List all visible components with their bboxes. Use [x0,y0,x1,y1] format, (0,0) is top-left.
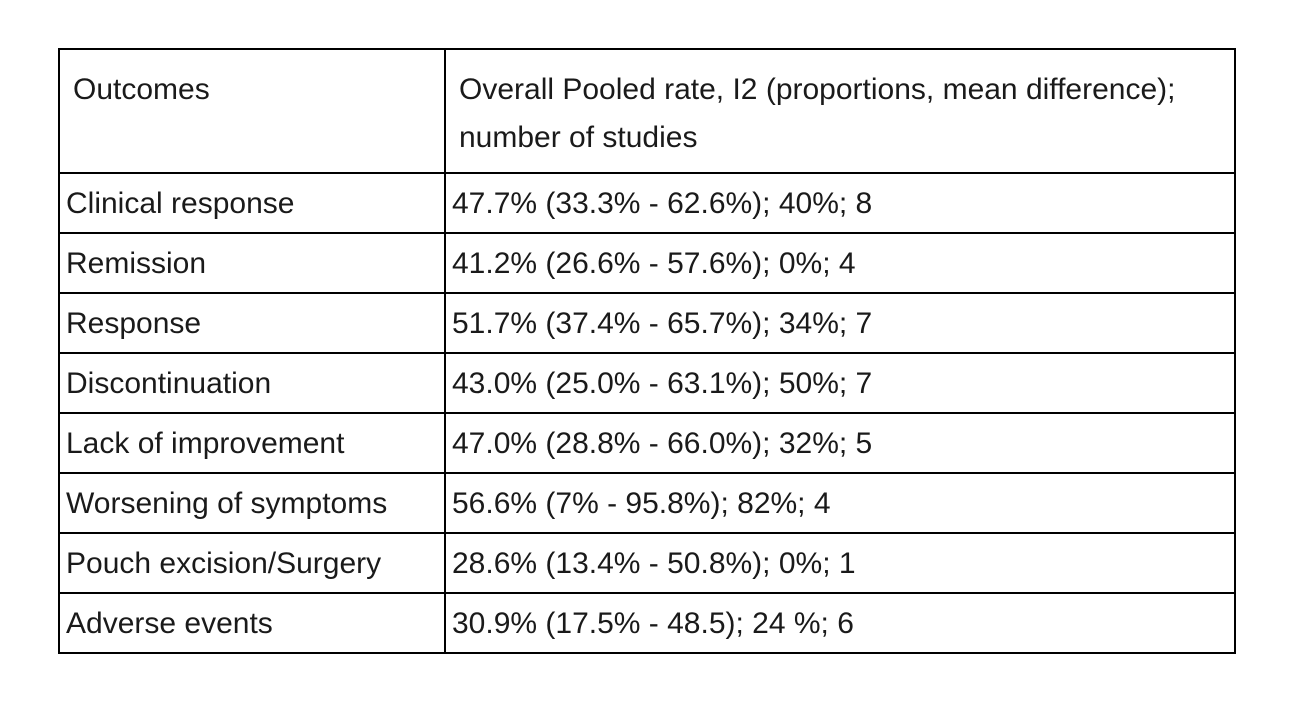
rate-cell: 43.0% (25.0% - 63.1%); 50%; 7 [444,352,1236,414]
table-row: Adverse events 30.9% (17.5% - 48.5); 24 … [58,592,1236,654]
outcome-cell: Adverse events [58,592,446,654]
table-row: Pouch excision/Surgery 28.6% (13.4% - 50… [58,532,1236,594]
rate-cell: 56.6% (7% - 95.8%); 82%; 4 [444,472,1236,534]
rate-cell: 28.6% (13.4% - 50.8%); 0%; 1 [444,532,1236,594]
table-row: Clinical response 47.7% (33.3% - 62.6%);… [58,172,1236,234]
outcome-cell: Response [58,292,446,354]
rate-cell: 47.7% (33.3% - 62.6%); 40%; 8 [444,172,1236,234]
outcome-cell: Pouch excision/Surgery [58,532,446,594]
rate-cell: 41.2% (26.6% - 57.6%); 0%; 4 [444,232,1236,294]
outcome-cell: Lack of improvement [58,412,446,474]
outcome-cell: Worsening of symptoms [58,472,446,534]
rate-cell: 30.9% (17.5% - 48.5); 24 %; 6 [444,592,1236,654]
table-row: Worsening of symptoms 56.6% (7% - 95.8%)… [58,472,1236,534]
table-row: Lack of improvement 47.0% (28.8% - 66.0%… [58,412,1236,474]
outcomes-table: Outcomes Overall Pooled rate, I2 (propor… [58,48,1236,654]
header-row: Outcomes Overall Pooled rate, I2 (propor… [58,48,1236,174]
table-row: Response 51.7% (37.4% - 65.7%); 34%; 7 [58,292,1236,354]
rate-cell: 51.7% (37.4% - 65.7%); 34%; 7 [444,292,1236,354]
table-header: Outcomes Overall Pooled rate, I2 (propor… [58,48,1236,174]
header-pooled-rate: Overall Pooled rate, I2 (proportions, me… [444,48,1236,174]
outcome-cell: Clinical response [58,172,446,234]
outcome-cell: Remission [58,232,446,294]
table-body: Clinical response 47.7% (33.3% - 62.6%);… [58,172,1236,654]
outcome-cell: Discontinuation [58,352,446,414]
table-row: Remission 41.2% (26.6% - 57.6%); 0%; 4 [58,232,1236,294]
header-outcomes: Outcomes [58,48,446,174]
rate-cell: 47.0% (28.8% - 66.0%); 32%; 5 [444,412,1236,474]
table-row: Discontinuation 43.0% (25.0% - 63.1%); 5… [58,352,1236,414]
